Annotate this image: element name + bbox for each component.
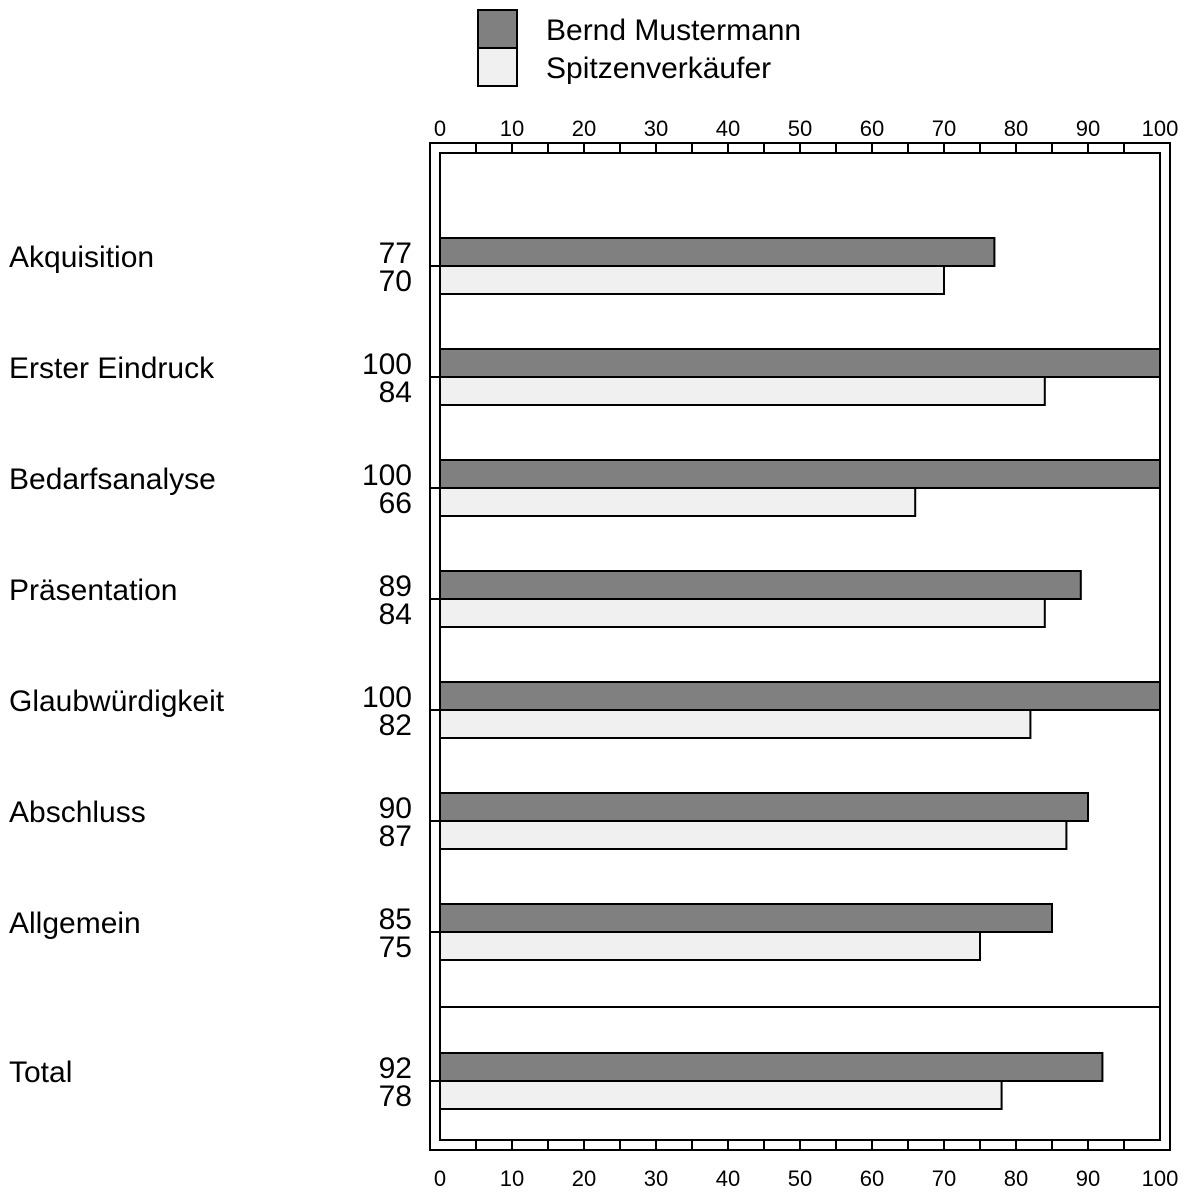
value-label-1: 90 (379, 792, 412, 825)
value-label-1: 89 (379, 570, 412, 603)
value-label-2: 75 (379, 931, 412, 964)
category-label: Präsentation (9, 574, 177, 607)
bar-1 (439, 681, 1161, 711)
top-tick-label: 0 (434, 116, 446, 141)
bar-1 (439, 348, 1161, 378)
bar-1 (439, 1052, 1104, 1082)
inner-frame (439, 152, 1161, 1141)
top-tick-label: 50 (788, 116, 812, 141)
legend-label-1: Bernd Mustermann (546, 14, 801, 47)
value-label-2: 82 (379, 709, 412, 742)
category-label: Akquisition (9, 241, 154, 274)
bottom-tick-label: 60 (860, 1166, 884, 1191)
legend: Bernd Mustermann Spitzenverkäufer (477, 9, 801, 87)
value-label-2: 78 (379, 1080, 412, 1113)
category-label: Abschluss (9, 796, 146, 829)
top-tick-label: 80 (1004, 116, 1028, 141)
bars (439, 237, 1161, 1110)
bar-2 (439, 265, 945, 295)
bottom-tick-label: 30 (644, 1166, 668, 1191)
legend-swatch-1 (477, 9, 518, 49)
bar-2 (439, 1080, 1003, 1110)
bottom-tick-label: 20 (572, 1166, 596, 1191)
bottom-tick-label: 80 (1004, 1166, 1028, 1191)
value-label-1: 100 (362, 348, 412, 381)
bar-1 (439, 570, 1082, 600)
bottom-tick-label: 50 (788, 1166, 812, 1191)
category-label: Erster Eindruck (9, 352, 215, 385)
bottom-tick-label: 70 (932, 1166, 956, 1191)
value-label-1: 85 (379, 903, 412, 936)
bottom-tick-label: 90 (1076, 1166, 1100, 1191)
bar-2 (439, 709, 1032, 739)
bar-2 (439, 598, 1046, 628)
category-label: Bedarfsanalyse (9, 463, 216, 496)
bar-1 (439, 459, 1161, 489)
bar-2 (439, 820, 1068, 850)
bar-2 (439, 376, 1046, 406)
top-axis: 0 10 20 30 40 50 60 70 80 90 100 (434, 116, 1178, 153)
bottom-axis: 0 10 20 30 40 50 60 70 80 90 100 (434, 1140, 1178, 1191)
top-tick-label: 60 (860, 116, 884, 141)
category-label: Total (9, 1056, 72, 1089)
bottom-tick-label: 100 (1142, 1166, 1179, 1191)
value-label-2: 70 (379, 265, 412, 298)
bar-1 (439, 903, 1053, 933)
value-label-2: 84 (379, 376, 412, 409)
top-tick-label: 40 (716, 116, 740, 141)
top-tick-label: 30 (644, 116, 668, 141)
bottom-tick-label: 40 (716, 1166, 740, 1191)
value-label-2: 87 (379, 820, 412, 853)
value-label-1: 100 (362, 459, 412, 492)
legend-label-2: Spitzenverkäufer (546, 52, 771, 85)
bar-2 (439, 487, 917, 517)
bottom-tick-label: 0 (434, 1166, 446, 1191)
legend-swatch-2 (477, 47, 518, 87)
category-labels: Akquisition Erster Eindruck Bedarfsanalyse… (9, 241, 225, 1089)
top-tick-label: 10 (500, 116, 524, 141)
top-tick-label: 20 (572, 116, 596, 141)
bottom-tick-label: 10 (500, 1166, 524, 1191)
bar-2 (439, 931, 981, 961)
top-tick-label: 90 (1076, 116, 1100, 141)
bar-1 (439, 237, 996, 267)
category-label: Allgemein (9, 907, 141, 940)
value-label-1: 92 (379, 1052, 412, 1085)
top-tick-label: 70 (932, 116, 956, 141)
category-label: Glaubwürdigkeit (9, 685, 225, 718)
bar-1 (439, 792, 1089, 822)
value-label-1: 100 (362, 681, 412, 714)
value-label-2: 66 (379, 487, 412, 520)
top-tick-label: 100 (1142, 116, 1179, 141)
value-label-1: 77 (379, 237, 412, 270)
value-label-2: 84 (379, 598, 412, 631)
